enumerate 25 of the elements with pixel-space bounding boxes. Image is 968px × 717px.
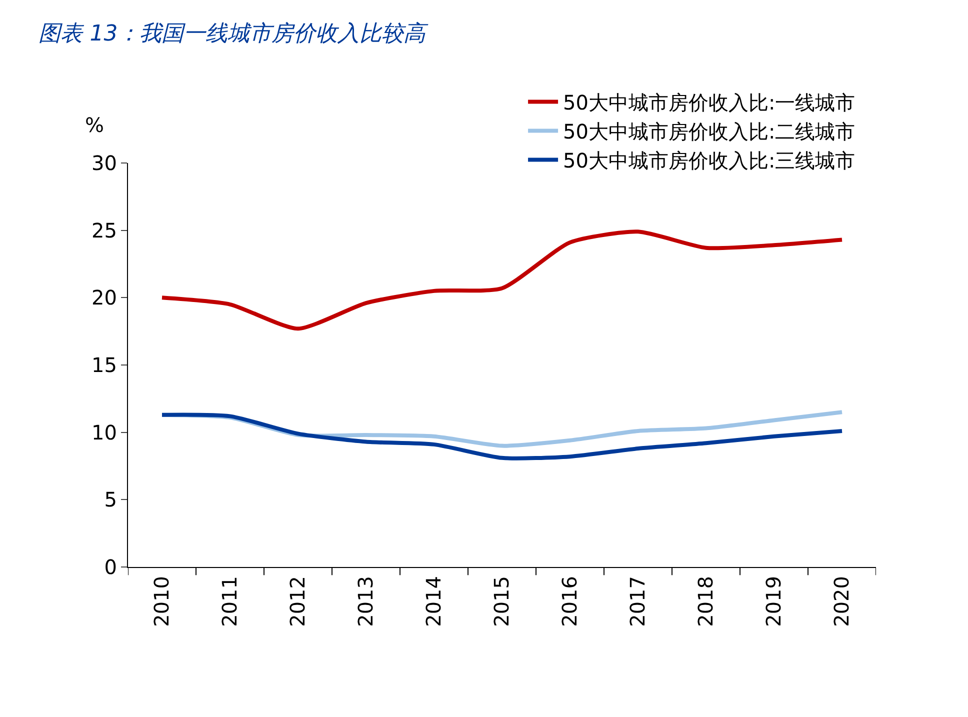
x-tick-label: 2014: [422, 576, 446, 627]
line-series: [160, 230, 844, 331]
x-tick-label: 2012: [286, 576, 310, 627]
x-tick-label: 2015: [490, 576, 514, 627]
y-tick-label: 25: [92, 218, 117, 242]
y-tick-label: 10: [92, 420, 117, 444]
chart-title: 图表 13：我国一线城市房价收入比较高: [38, 21, 429, 46]
legend-label: 50大中城市房价收入比:一线城市: [563, 90, 856, 114]
x-tick-label: 2010: [150, 576, 174, 627]
y-axis-title: %: [85, 113, 104, 137]
line-series: [160, 412, 844, 460]
x-tick-label: 2011: [218, 576, 242, 627]
y-tick-label: 30: [92, 151, 117, 175]
y-tick-label: 5: [104, 488, 117, 512]
legend-label: 50大中城市房价收入比:三线城市: [563, 148, 856, 172]
x-tick-label: 2017: [626, 576, 650, 627]
x-tick-label: 2019: [762, 576, 786, 627]
legend-label: 50大中城市房价收入比:二线城市: [563, 120, 856, 144]
x-tick-label: 2013: [354, 576, 378, 627]
y-tick-label: 20: [92, 286, 117, 310]
x-tick-label: 2020: [830, 576, 854, 627]
x-tick-label: 2018: [694, 576, 718, 627]
y-tick-label: 0: [104, 555, 117, 579]
x-tick-label: 2016: [558, 576, 582, 627]
y-tick-label: 15: [92, 353, 117, 377]
